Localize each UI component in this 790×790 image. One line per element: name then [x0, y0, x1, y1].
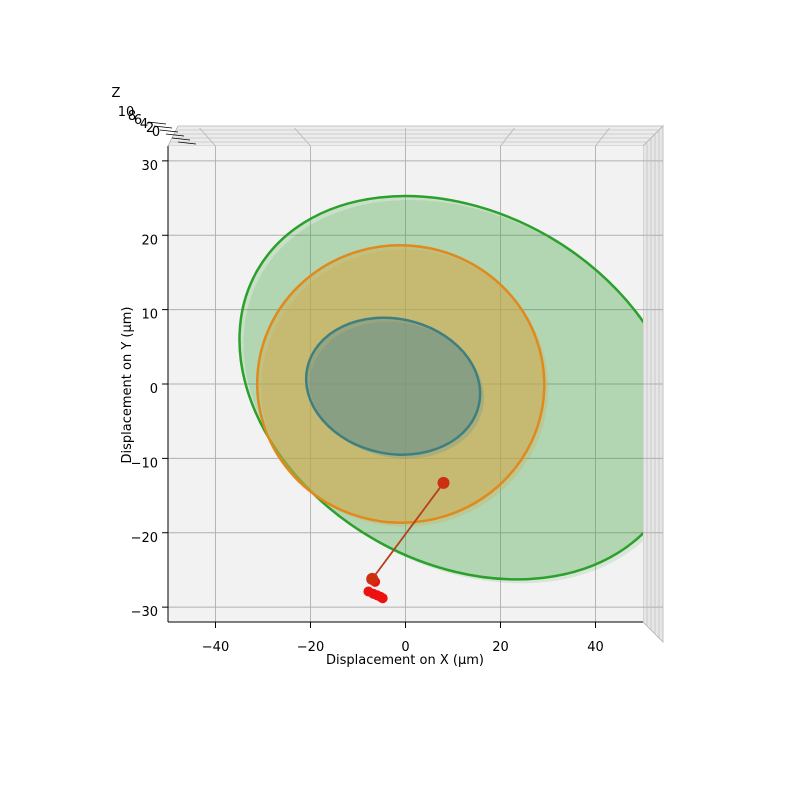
ellipse-2 [255, 244, 549, 527]
x-tick-label: 40 [587, 640, 604, 655]
z-tick-label: 0 [152, 125, 160, 140]
key-point-marker [366, 572, 379, 585]
z-tick-label: 4 [140, 117, 148, 132]
gridlines [168, 127, 663, 622]
y-axis-label: Displacement on Y (µm) [120, 307, 135, 464]
x-axis-ticks: −40 −20 0 20 40 [202, 622, 604, 655]
y-tick-label: −30 [131, 605, 158, 620]
x-gridline-top [595, 127, 610, 147]
x-tick-label: 20 [492, 640, 509, 655]
x-gridline-top [294, 127, 311, 147]
z-tick-label: 8 [128, 109, 136, 124]
ellipse-shadow [261, 249, 549, 527]
end-marker [377, 593, 388, 604]
z-axis-label: Z [112, 86, 121, 101]
z-tick-mark [165, 133, 185, 137]
ellipse-shadow [243, 200, 643, 584]
ellipse-outline [238, 194, 643, 581]
ellipse-outline [304, 316, 482, 456]
y-tick-label: −20 [131, 531, 158, 546]
z-tick-mark [177, 141, 197, 145]
x-tick-label: −20 [297, 640, 324, 655]
top-pane [167, 125, 664, 147]
z-tick-mark [171, 137, 191, 141]
ellipse-1 [238, 194, 643, 584]
key-point-marker [437, 476, 450, 489]
y-axis-ticks: −30 −20 −10 0 10 20 30 [131, 159, 168, 620]
y-tick-label: 20 [141, 233, 158, 248]
x-tick-label: 0 [401, 640, 409, 655]
y-tick-label: 10 [141, 308, 158, 323]
y-tick-label: 0 [150, 382, 158, 397]
x-gridline-top [500, 127, 515, 147]
z-tick-mark [153, 125, 173, 129]
z-tick-mark [159, 129, 179, 133]
z-tick-label: 6 [134, 113, 142, 128]
x-gridline-top [199, 127, 216, 147]
y-tick-label: −10 [131, 456, 158, 471]
trajectory-layer [371, 482, 445, 580]
z-tick-label: 2 [146, 121, 154, 136]
ellipse-outline [255, 244, 546, 524]
ellipse-shadow [310, 321, 485, 459]
x-tick-label: −40 [202, 640, 229, 655]
trajectory-line [371, 482, 445, 580]
z-tick-mark [147, 121, 167, 125]
ellipse-3 [304, 316, 485, 459]
ellipse-layer [238, 194, 643, 584]
z-tick-label: 10 [118, 105, 135, 120]
y-tick-label: 30 [141, 159, 158, 174]
x-axis-label: Displacement on X (µm) [326, 653, 484, 668]
marker-layer [363, 476, 450, 604]
